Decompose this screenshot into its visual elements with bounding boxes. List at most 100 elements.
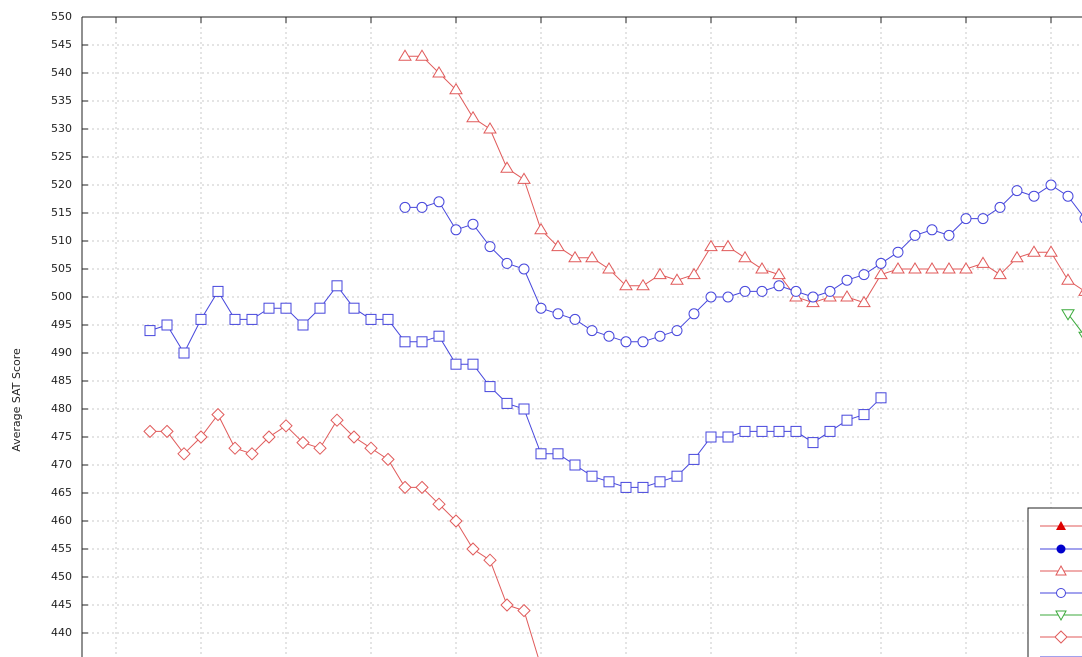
marker: [1061, 273, 1075, 285]
legend-marker: [1056, 588, 1066, 598]
marker: [415, 49, 429, 61]
marker: [449, 514, 463, 528]
marker: [772, 267, 786, 280]
marker: [807, 437, 819, 449]
marker: [977, 213, 989, 225]
marker: [773, 425, 785, 437]
marker: [483, 122, 497, 134]
marker: [313, 441, 327, 455]
series-line: [149, 284, 882, 488]
marker: [756, 425, 768, 437]
plot-area: [143, 49, 1082, 657]
marker: [960, 213, 972, 225]
marker: [500, 161, 514, 173]
marker: [824, 425, 836, 437]
marker: [671, 470, 683, 482]
marker: [212, 285, 224, 297]
y-tick-label: 480: [51, 402, 72, 415]
y-tick-label: 455: [51, 542, 72, 555]
marker: [756, 285, 768, 297]
marker: [993, 267, 1007, 280]
marker: [535, 448, 547, 460]
marker: [1078, 331, 1082, 339]
marker: [942, 262, 956, 274]
marker: [500, 598, 514, 612]
marker: [688, 453, 700, 465]
marker: [382, 313, 394, 325]
marker: [245, 447, 259, 461]
marker: [790, 425, 802, 437]
marker: [365, 313, 377, 325]
y-tick-label: 530: [51, 122, 72, 135]
marker: [841, 274, 853, 286]
marker: [569, 313, 581, 325]
marker: [790, 285, 802, 297]
y-tick-label: 495: [51, 318, 72, 331]
marker: [1027, 245, 1041, 257]
marker: [738, 250, 752, 263]
marker: [688, 308, 700, 320]
y-tick-label: 440: [51, 626, 72, 639]
marker: [347, 430, 361, 444]
marker: [654, 330, 666, 342]
y-tick-label: 470: [51, 458, 72, 471]
marker: [1045, 179, 1057, 191]
marker: [517, 172, 531, 184]
marker: [416, 336, 428, 348]
marker: [330, 413, 344, 427]
y-tick-label: 490: [51, 346, 72, 359]
marker: [653, 267, 667, 280]
marker: [704, 239, 718, 252]
marker: [398, 480, 412, 495]
marker: [858, 269, 870, 281]
grid: [82, 16, 1082, 657]
marker: [466, 542, 480, 556]
y-tick-label: 450: [51, 570, 72, 583]
y-tick-label: 525: [51, 150, 72, 163]
marker: [262, 430, 276, 444]
marker: [518, 263, 530, 275]
marker: [739, 425, 751, 437]
marker: [263, 302, 275, 314]
legend-marker: [1056, 544, 1066, 554]
marker: [449, 82, 463, 95]
marker: [1061, 309, 1075, 321]
y-tick-label: 445: [51, 598, 72, 611]
marker: [722, 431, 734, 443]
marker: [296, 435, 310, 450]
marker: [433, 330, 445, 342]
marker: [466, 110, 480, 123]
marker: [739, 285, 751, 297]
marker: [1062, 190, 1074, 202]
y-tick-label: 510: [51, 234, 72, 247]
marker: [552, 308, 564, 320]
legend: [1027, 507, 1082, 657]
y-tick-label: 545: [51, 38, 72, 51]
legend-marker: [1055, 610, 1067, 622]
marker: [687, 267, 701, 280]
series-line: [150, 413, 539, 657]
marker: [280, 302, 292, 314]
marker: [433, 196, 445, 208]
marker: [279, 419, 293, 433]
marker: [398, 49, 412, 61]
marker: [585, 250, 599, 263]
marker: [875, 257, 887, 269]
marker: [381, 452, 395, 467]
marker: [755, 262, 769, 274]
marker: [569, 459, 581, 471]
marker: [160, 424, 174, 439]
marker: [824, 285, 836, 297]
marker: [858, 409, 870, 421]
y-tick-label: 460: [51, 514, 72, 527]
marker: [432, 66, 446, 78]
marker: [1078, 289, 1082, 296]
marker: [705, 291, 717, 303]
legend-marker: [1054, 630, 1068, 644]
marker: [620, 336, 632, 348]
y-tick-label: 540: [51, 66, 72, 79]
y-tick-label: 485: [51, 374, 72, 387]
marker: [415, 480, 429, 495]
y-tick-label: 520: [51, 178, 72, 191]
